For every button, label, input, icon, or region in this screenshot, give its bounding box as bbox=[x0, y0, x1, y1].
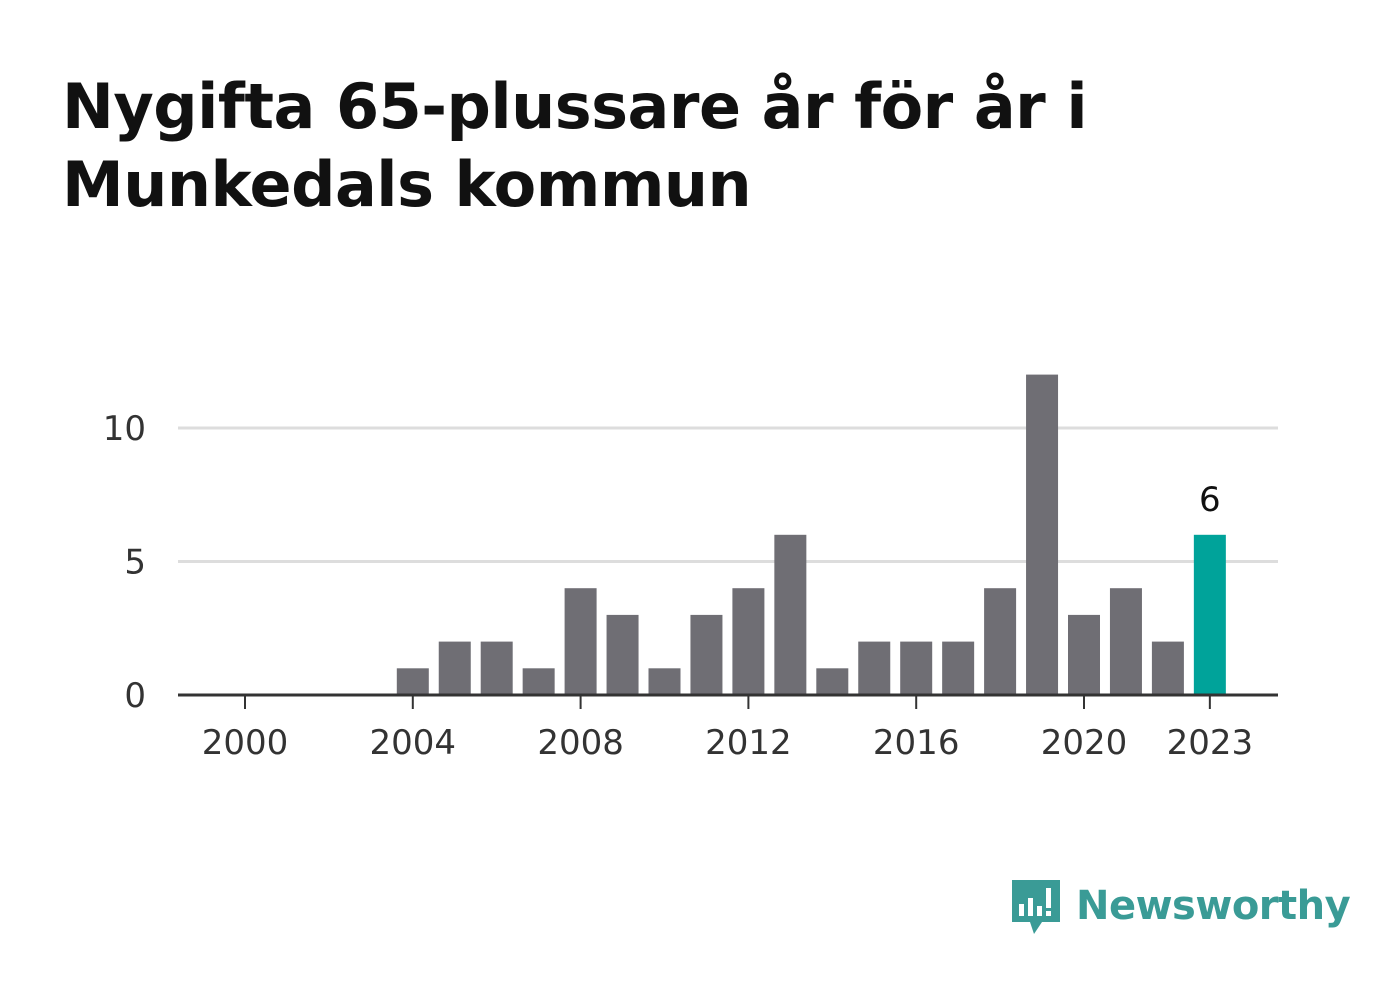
grid-lines bbox=[178, 426, 1278, 563]
bar-2019 bbox=[1026, 374, 1059, 695]
x-tick-label-2012: 2012 bbox=[705, 723, 792, 763]
bar-2012 bbox=[732, 588, 765, 695]
bar-2020 bbox=[1068, 614, 1100, 695]
data-labels: 6 bbox=[1199, 480, 1221, 520]
bar-2023 bbox=[1193, 534, 1226, 695]
bar-2004 bbox=[396, 668, 429, 695]
x-tick-label-2008: 2008 bbox=[537, 723, 624, 763]
bar-2014 bbox=[816, 668, 849, 695]
y-tick-label-0: 0 bbox=[124, 676, 146, 716]
bar-2018 bbox=[984, 588, 1017, 695]
x-axis: 2000 2004 2008 2012 2016 2020 2023 bbox=[178, 693, 1278, 763]
bars bbox=[396, 374, 1226, 695]
bar-2010 bbox=[648, 668, 681, 695]
chart-title: Nygifta 65-plussare år för år i Munkedal… bbox=[62, 70, 1088, 221]
bar-2009 bbox=[606, 614, 639, 695]
bar-2021 bbox=[1109, 588, 1142, 695]
bar-2022 bbox=[1151, 641, 1184, 695]
bar-2011 bbox=[690, 614, 723, 695]
x-tick-label-2023: 2023 bbox=[1167, 723, 1254, 763]
bar-2006 bbox=[480, 641, 513, 695]
y-tick-label-10: 10 bbox=[103, 409, 146, 449]
bar-chart-speech-bubble-icon bbox=[1012, 880, 1060, 934]
x-tick-label-2000: 2000 bbox=[202, 723, 289, 763]
brand-name: Newsworthy bbox=[1076, 883, 1351, 929]
newsworthy-logo: Newsworthy bbox=[1010, 876, 1351, 936]
bar-2013 bbox=[774, 534, 807, 695]
y-tick-label-5: 5 bbox=[124, 543, 146, 583]
bar-2017 bbox=[942, 641, 975, 695]
bar-2008 bbox=[564, 588, 597, 695]
bar-2015 bbox=[858, 641, 891, 695]
x-tick-label-2020: 2020 bbox=[1041, 723, 1128, 763]
data-label-2023: 6 bbox=[1199, 480, 1221, 520]
x-tick-label-2004: 2004 bbox=[370, 723, 457, 763]
bar-2005 bbox=[438, 641, 471, 695]
bar-2007 bbox=[522, 668, 555, 695]
bar-2016 bbox=[900, 641, 933, 695]
y-axis-ticks: 0 5 10 bbox=[103, 409, 146, 716]
x-tick-label-2016: 2016 bbox=[873, 723, 960, 763]
